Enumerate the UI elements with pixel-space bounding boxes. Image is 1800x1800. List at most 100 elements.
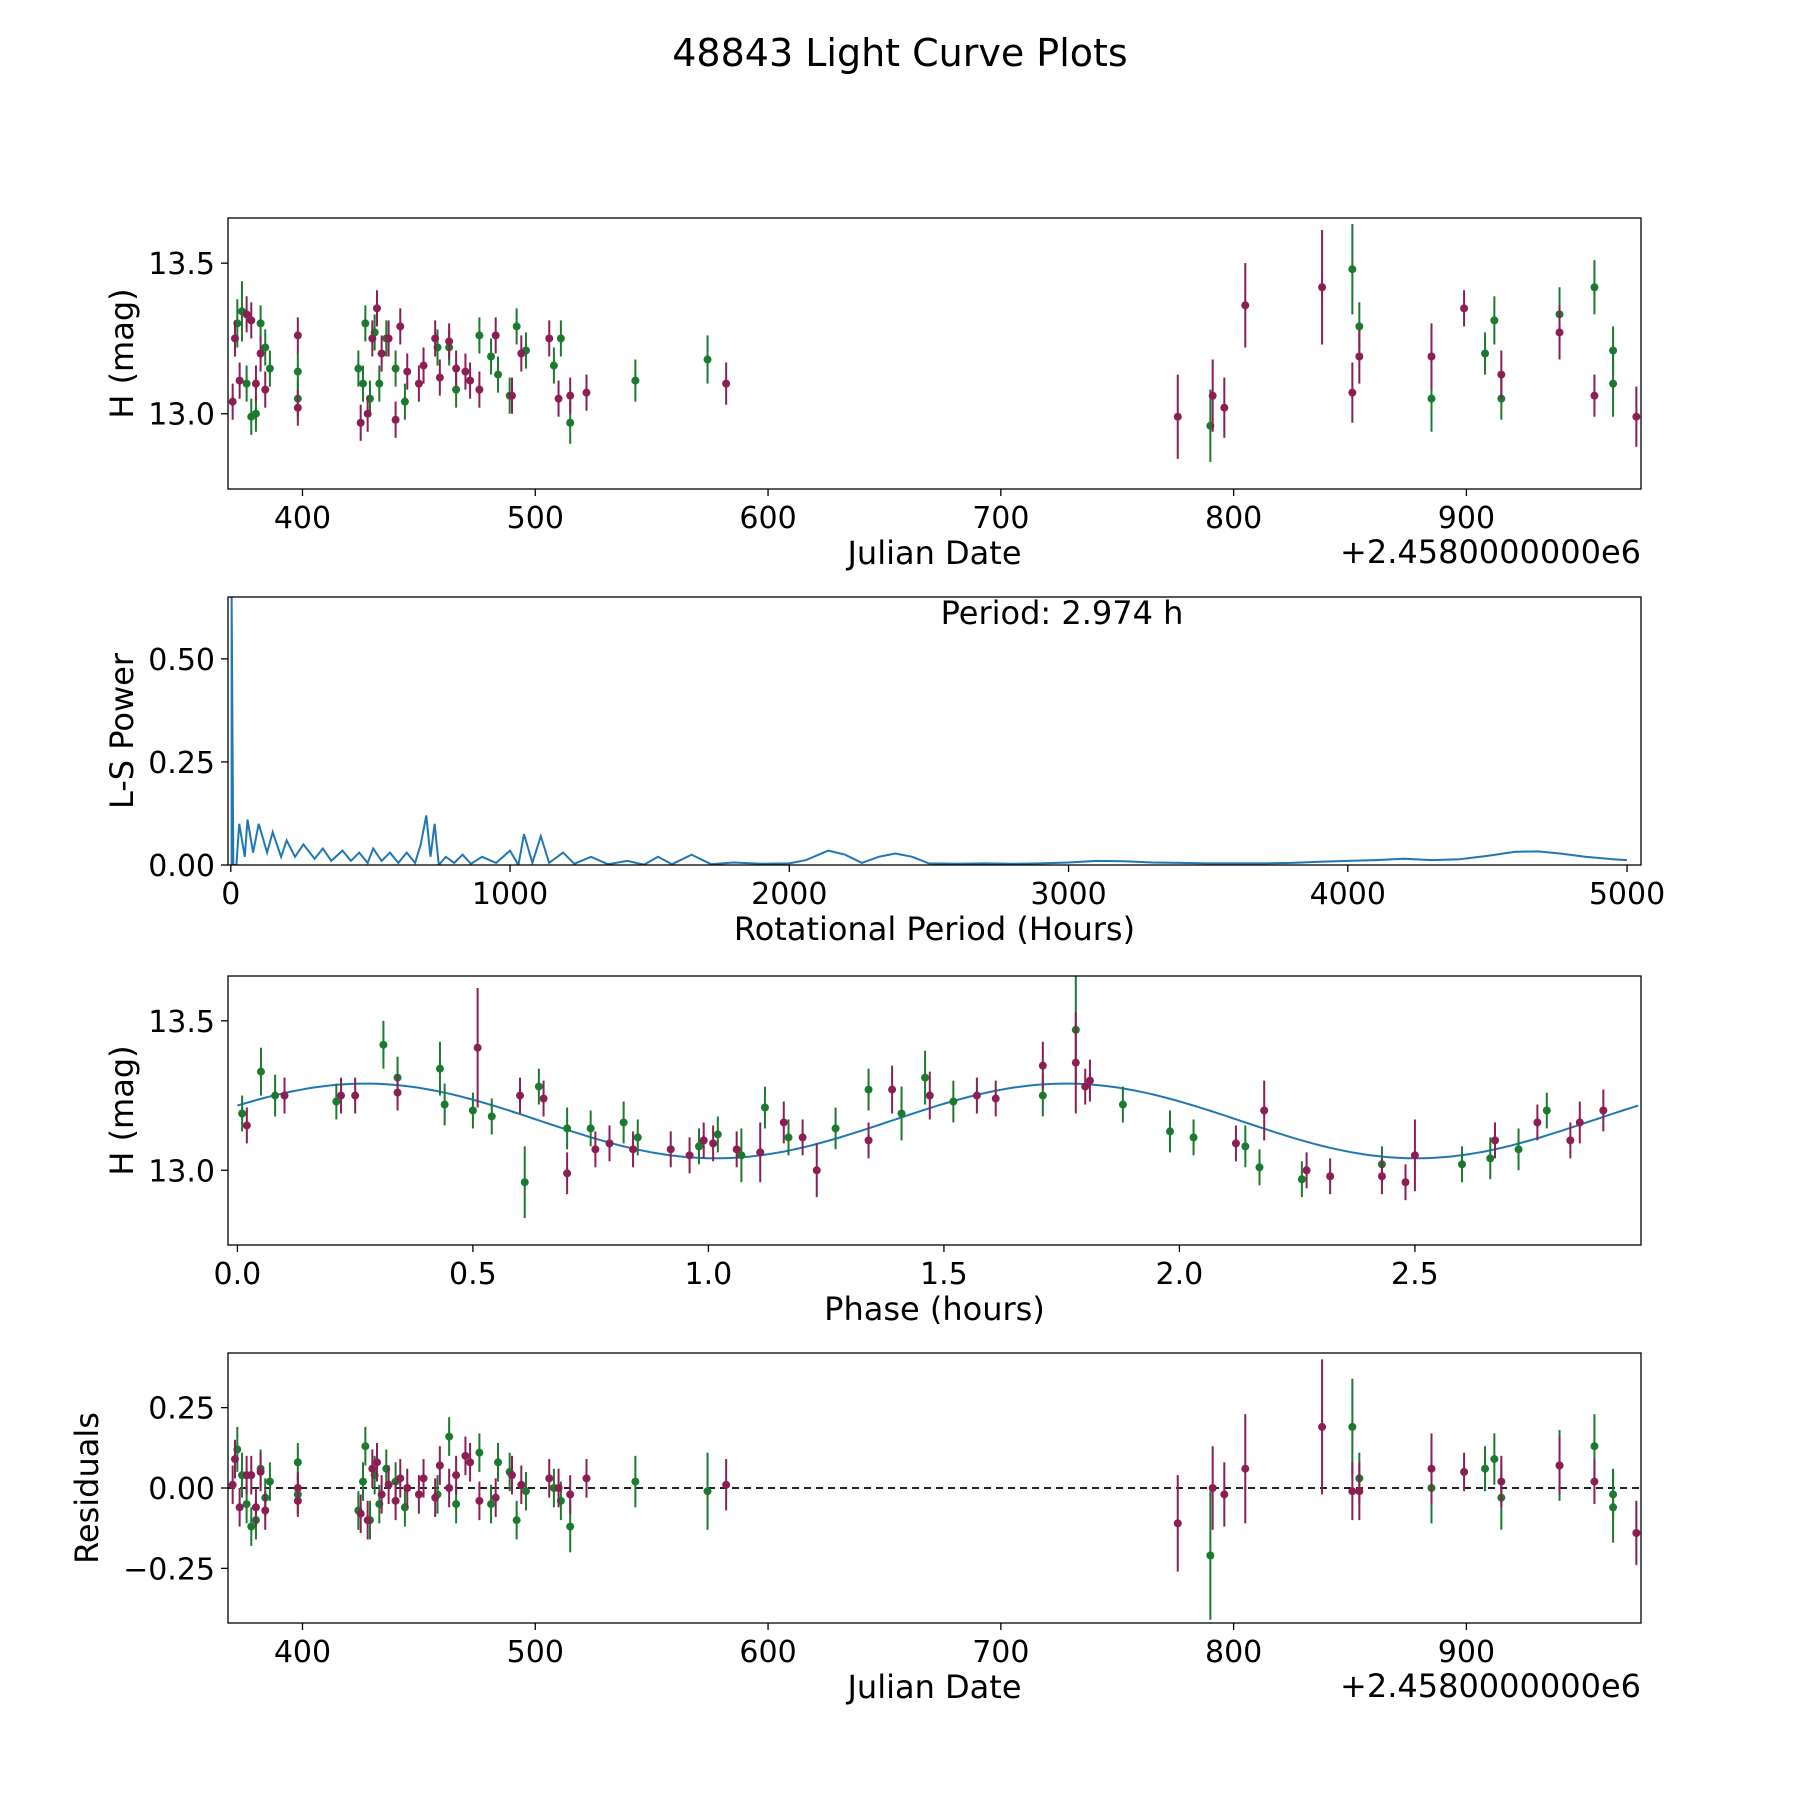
series-r — [228, 230, 1641, 459]
marker — [666, 1145, 675, 1154]
data-point — [256, 1047, 265, 1096]
data-point — [1081, 1068, 1090, 1105]
marker — [566, 1490, 575, 1499]
marker — [354, 364, 363, 373]
data-point — [461, 1436, 470, 1476]
marker — [368, 334, 377, 343]
marker — [368, 1464, 377, 1473]
data-point — [351, 1077, 360, 1114]
marker — [228, 1480, 237, 1489]
data-point — [1533, 1104, 1542, 1141]
x-tick-label: 700 — [972, 501, 1029, 536]
data-point — [1071, 1011, 1080, 1114]
marker — [1081, 1082, 1090, 1091]
data-point — [466, 1443, 475, 1482]
y-axis-label: H (mag) — [103, 1045, 141, 1175]
y-tick-label: 0.25 — [148, 1392, 215, 1427]
x-axis-label: Julian Date — [845, 534, 1021, 572]
marker — [435, 1064, 444, 1073]
marker — [1355, 352, 1364, 361]
data-point — [230, 1439, 239, 1479]
data-point — [549, 347, 558, 384]
marker — [1555, 1461, 1564, 1470]
marker — [1632, 412, 1641, 421]
marker — [549, 361, 558, 370]
y-tick-label: 13.5 — [148, 1005, 215, 1040]
data-point — [473, 987, 482, 1108]
marker — [377, 349, 386, 358]
marker — [293, 1496, 302, 1505]
data-point — [1632, 1500, 1641, 1566]
data-point — [1038, 1041, 1047, 1090]
data-point — [566, 1475, 575, 1514]
marker — [1071, 1058, 1080, 1067]
marker — [361, 319, 370, 328]
data-point — [242, 296, 251, 333]
marker — [566, 418, 575, 427]
data-point — [563, 1152, 572, 1195]
marker — [605, 1139, 614, 1148]
data-point — [1377, 1158, 1386, 1195]
x-axis-label: Phase (hours) — [824, 1290, 1045, 1328]
marker — [517, 349, 526, 358]
y-tick-label: 0.25 — [148, 746, 215, 781]
data-point — [582, 374, 591, 411]
data-point — [1599, 1089, 1608, 1132]
data-point — [556, 320, 565, 357]
data-point — [517, 1465, 526, 1505]
fit-curve — [237, 1082, 1639, 1160]
data-point — [440, 1083, 449, 1126]
data-point — [534, 1068, 543, 1105]
data-point — [372, 1443, 381, 1482]
data-point — [1348, 1378, 1357, 1476]
marker — [619, 1118, 628, 1127]
data-point — [230, 320, 239, 357]
marker — [375, 379, 384, 388]
data-point — [251, 365, 260, 402]
marker — [972, 1091, 981, 1100]
marker — [556, 334, 565, 343]
marker — [921, 1073, 930, 1082]
data-point — [703, 335, 712, 384]
marker — [864, 1136, 873, 1145]
data-point — [779, 1101, 788, 1144]
data-point — [452, 350, 461, 387]
marker — [1609, 346, 1618, 355]
marker — [507, 1471, 516, 1480]
marker — [631, 376, 640, 385]
data-point — [521, 1471, 530, 1511]
data-point — [487, 338, 496, 375]
data-point — [1490, 296, 1499, 345]
data-point — [396, 1459, 405, 1498]
data-point — [685, 1137, 694, 1174]
marker — [261, 343, 270, 352]
data-point — [1486, 1137, 1495, 1180]
data-point — [1490, 1433, 1499, 1485]
marker — [1318, 283, 1327, 292]
y-tick-label: 13.5 — [148, 247, 215, 282]
marker — [737, 1151, 746, 1160]
x-tick-label: 400 — [274, 501, 331, 536]
marker — [494, 1458, 503, 1467]
marker — [760, 1103, 769, 1112]
marker — [629, 1145, 638, 1154]
data-point — [703, 1452, 712, 1530]
y-axis-label: H (mag) — [103, 288, 141, 418]
marker — [377, 1490, 386, 1499]
x-tick-label: 3000 — [1030, 877, 1106, 912]
marker — [1220, 403, 1229, 412]
data-point — [507, 1455, 516, 1495]
marker — [1590, 1477, 1599, 1486]
x-tick-label: 1.0 — [685, 1257, 733, 1292]
data-point — [949, 1080, 958, 1123]
marker — [393, 1088, 402, 1097]
data-point — [475, 371, 484, 408]
data-point — [494, 1443, 503, 1482]
data-point — [384, 320, 393, 357]
marker — [293, 403, 302, 412]
marker — [1038, 1091, 1047, 1100]
marker — [414, 1490, 423, 1499]
marker — [798, 1133, 807, 1142]
data-point — [468, 1092, 477, 1129]
marker — [261, 1506, 270, 1515]
